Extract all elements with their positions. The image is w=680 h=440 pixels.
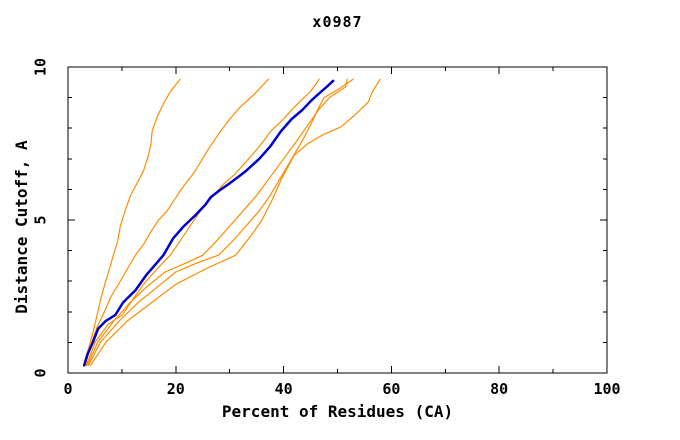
curve-orange-curve-2 [84, 78, 270, 366]
x-tick-label: 0 [63, 380, 72, 398]
y-tick-label: 5 [31, 215, 49, 224]
y-tick-label: 0 [31, 368, 49, 377]
x-tick-label: 60 [382, 380, 400, 398]
x-tick-label: 80 [490, 380, 508, 398]
curve-orange-curve-5 [87, 78, 354, 366]
plot-frame [67, 66, 608, 374]
x-tick-label: 40 [275, 380, 293, 398]
curve-blue-highlight-curve [82, 79, 335, 367]
curve-orange-curve-1 [82, 78, 181, 366]
chart-title: x0987 [312, 13, 363, 31]
y-tick-label: 10 [31, 58, 49, 76]
x-tick-label: 100 [593, 380, 620, 398]
x-tick-label: 20 [167, 380, 185, 398]
x-axis-label: Percent of Residues (CA) [221, 402, 454, 421]
curve-orange-curve-6 [89, 78, 381, 366]
